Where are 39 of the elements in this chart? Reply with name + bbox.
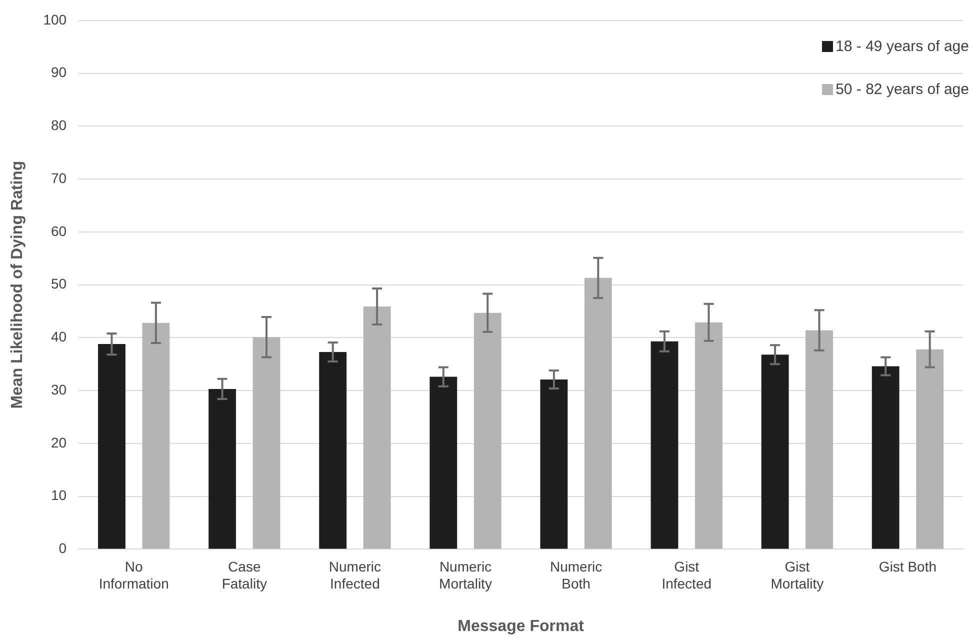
y-tick-label: 90 xyxy=(50,64,67,80)
x-tick-label: Gist Mortality xyxy=(770,558,824,592)
y-tick-label: 60 xyxy=(50,222,67,239)
y-tick-label: 20 xyxy=(50,434,67,450)
x-axis-title: Message Format xyxy=(458,618,585,635)
bar xyxy=(319,352,347,549)
bar xyxy=(252,337,280,549)
y-tick-label: 10 xyxy=(50,487,67,504)
bar xyxy=(806,330,833,549)
legend-label: 50 - 82 years of age xyxy=(836,81,969,98)
bar xyxy=(474,312,502,549)
bar xyxy=(430,376,458,549)
y-tick-label: 80 xyxy=(50,117,67,134)
bar xyxy=(208,388,236,549)
bar xyxy=(695,322,722,549)
bar xyxy=(540,379,568,549)
bar xyxy=(98,344,126,549)
y-tick-label: 30 xyxy=(50,381,67,398)
x-tick-label: Gist Both xyxy=(878,558,937,574)
x-tick-label: Numeric Both xyxy=(550,558,602,592)
y-tick-label: 100 xyxy=(43,11,67,28)
bar xyxy=(584,278,612,549)
y-tick-label: 70 xyxy=(50,170,67,186)
y-tick-label: 40 xyxy=(50,328,67,345)
y-tick-label: 50 xyxy=(50,276,67,292)
x-tick-label: No Information xyxy=(98,558,169,592)
bar xyxy=(872,366,900,549)
bar xyxy=(916,349,944,549)
bar xyxy=(142,322,170,549)
x-tick-label: Numeric Mortality xyxy=(439,558,492,592)
x-tick-label: Case Fatality xyxy=(222,558,267,592)
y-axis-title: Mean Likelihood of Dying Rating xyxy=(9,160,26,409)
bar xyxy=(363,306,391,549)
bar xyxy=(650,341,678,549)
x-tick-label: Numeric Infected xyxy=(328,558,382,592)
bar xyxy=(761,354,789,549)
x-tick-label: Gist Infected xyxy=(662,558,712,592)
y-tick-label: 0 xyxy=(58,540,67,556)
legend-label: 18 - 49 years of age xyxy=(836,38,969,55)
